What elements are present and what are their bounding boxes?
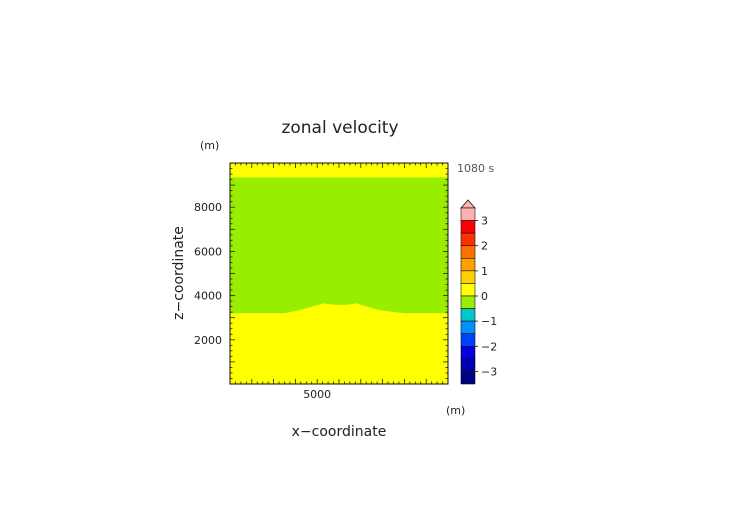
y-tick-label: 6000 (194, 245, 222, 258)
colorbar-tick-label: 0 (481, 290, 488, 303)
colorbar-band (460, 371, 476, 385)
region-positive-bottom (230, 303, 448, 384)
colorbar-tick-label: 3 (481, 215, 488, 228)
colorbar-band (460, 283, 476, 297)
x-axis-label: x−coordinate (292, 424, 387, 440)
colorbar-arrow (460, 199, 476, 209)
colorbar-band (460, 257, 476, 272)
colorbar-band (460, 333, 476, 347)
y-tick-label: 4000 (194, 290, 222, 303)
colorbar-band (460, 270, 476, 284)
y-unit-label: (m) (200, 139, 219, 152)
colorbar-band (460, 308, 476, 322)
x-unit-label: (m) (446, 404, 465, 417)
colorbar-band (460, 207, 476, 221)
colorbar-band (460, 232, 476, 247)
colorbar-band (460, 295, 476, 309)
colorbar-tick-label: 1 (481, 265, 488, 278)
time-label: 1080 s (457, 162, 494, 175)
y-tick-label: 8000 (194, 201, 222, 214)
colorbar-tick-label: −1 (481, 315, 497, 328)
x-tick-label: 5000 (303, 388, 331, 401)
colorbar-band (460, 358, 476, 372)
colorbar-tick-label: 2 (481, 240, 488, 253)
colorbar-band (460, 345, 476, 360)
chart-title: zonal velocity (281, 118, 398, 138)
y-axis-label: z−coordinate (171, 226, 187, 320)
plot-frame (229, 162, 449, 385)
colorbar-band (460, 320, 476, 335)
colorbar-band (460, 220, 476, 234)
y-tick-label: 2000 (194, 334, 222, 347)
colorbar-band (460, 245, 476, 259)
colorbar-tick-label: −2 (481, 340, 497, 353)
colorbar-tick-label: −3 (481, 365, 497, 378)
region-positive-top (230, 163, 448, 178)
